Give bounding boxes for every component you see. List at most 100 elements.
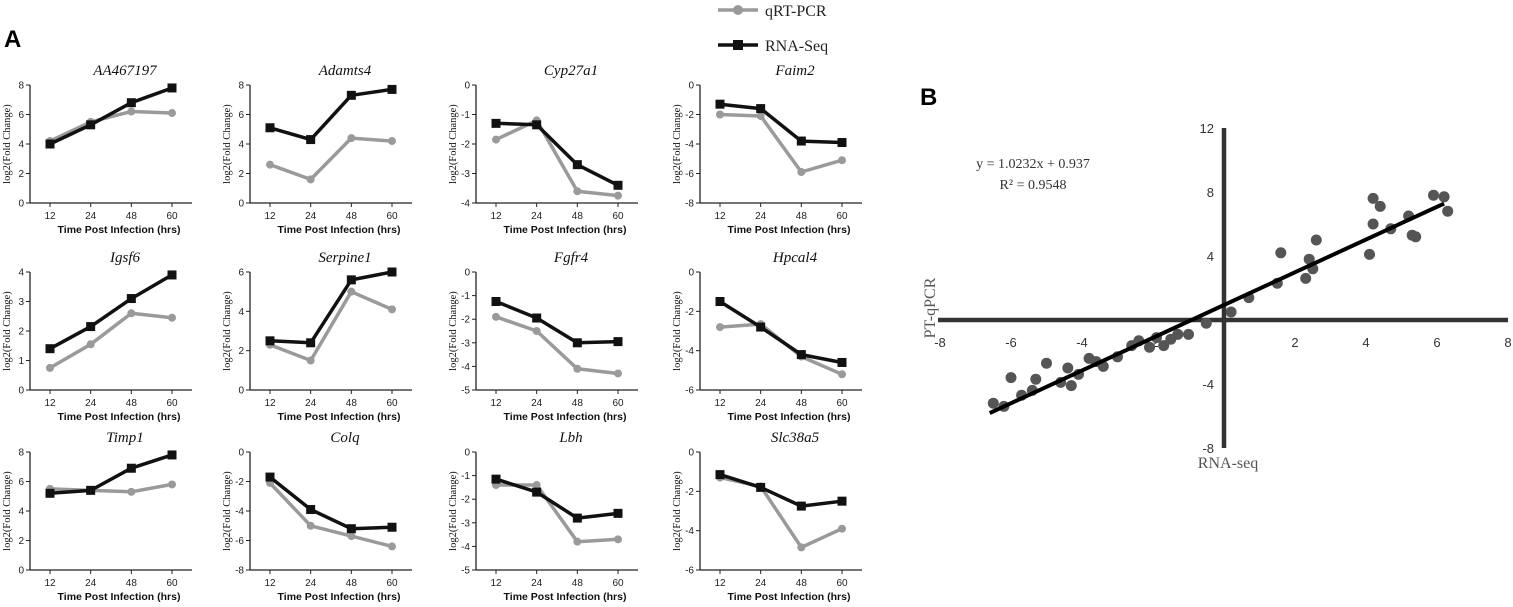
data-point xyxy=(492,135,500,144)
y-tick-label: -4 xyxy=(685,526,694,537)
y-tick-label: 0 xyxy=(18,386,24,397)
data-point xyxy=(837,138,847,148)
data-point xyxy=(306,505,316,515)
x-axis-label: Time Post Infection (hrs) xyxy=(278,411,401,423)
y-tick-label: 1 xyxy=(18,356,24,367)
x-tick-label: 60 xyxy=(386,398,398,409)
data-point xyxy=(613,180,623,190)
series-line xyxy=(268,475,393,531)
y-tick-label: -6 xyxy=(235,536,244,547)
y-tick-label: 0 xyxy=(18,199,24,210)
y-axis-label: log2(Fold Change) xyxy=(672,291,683,371)
data-point xyxy=(613,508,623,518)
data-point xyxy=(532,487,542,497)
series-line xyxy=(495,121,619,187)
x-axis-label: RNA-seq xyxy=(1198,455,1258,472)
y-tick-label: -3 xyxy=(461,338,470,349)
data-point xyxy=(838,370,846,379)
legend-qrtpcr-label: qRT-PCR xyxy=(765,3,827,20)
series-line xyxy=(269,270,393,345)
x-tick-label: 12 xyxy=(490,578,502,589)
data-point xyxy=(796,136,806,146)
chart-title: Adamts4 xyxy=(318,63,372,79)
x-tick-label: -8 xyxy=(934,335,946,350)
x-tick-label: 60 xyxy=(836,211,848,222)
series-qrtpcr xyxy=(266,134,396,184)
scatter-point xyxy=(1172,328,1184,340)
x-tick-label: 12 xyxy=(264,398,276,409)
y-tick-label: -4 xyxy=(461,199,470,210)
regression-line xyxy=(988,201,1445,415)
x-tick-label: 8 xyxy=(1504,335,1511,350)
series-line xyxy=(269,289,393,363)
y-axis-label: PT-qPCR xyxy=(922,277,939,338)
y-axis-label: log2(Fold Change) xyxy=(2,471,13,551)
y-axis-label: log2(Fold Change) xyxy=(222,471,233,551)
y-tick-label: 6 xyxy=(238,110,244,121)
scatter-point xyxy=(1310,234,1322,246)
series-qrtpcr xyxy=(716,473,846,552)
scatter-point xyxy=(1367,218,1379,230)
scatter-point xyxy=(1183,328,1194,340)
data-point xyxy=(126,463,136,473)
data-point xyxy=(168,313,176,322)
series-line xyxy=(495,299,619,345)
y-tick-label: 4 xyxy=(18,268,24,279)
x-tick-label: 48 xyxy=(346,578,358,589)
y-tick-label: -8 xyxy=(235,566,244,577)
y-tick-label: -6 xyxy=(685,386,694,397)
series-rnaseq xyxy=(491,297,623,348)
y-tick-label: 8 xyxy=(18,448,24,459)
y-tick-label: -4 xyxy=(1202,377,1214,392)
series-line xyxy=(495,477,619,520)
series-qrtpcr xyxy=(492,481,622,546)
data-point xyxy=(167,83,177,93)
chart-title: Lbh xyxy=(558,430,582,446)
series-line xyxy=(49,482,173,494)
series-line xyxy=(719,472,843,508)
line-chart-faim2: Faim2 -8 -6 -4 -2 0 12 24 48 60 Time Post Infectio… xyxy=(672,63,862,236)
line-chart-lbh: Lbh -5 -4 -3 -2 -1 0 12 24 48 60 Time Post Infectio… xyxy=(448,430,638,603)
data-point xyxy=(756,111,765,120)
y-axis-label: log2(Fold Change) xyxy=(672,471,683,551)
data-point xyxy=(716,323,724,332)
series-rnaseq xyxy=(45,270,177,354)
y-tick-label: 4 xyxy=(1207,249,1214,264)
data-point xyxy=(532,120,542,130)
data-point xyxy=(346,90,356,100)
data-point xyxy=(715,99,725,109)
x-tick-label: 24 xyxy=(531,578,543,589)
x-axis-label: Time Post Infection (hrs) xyxy=(58,591,181,603)
y-tick-label: -8 xyxy=(1202,441,1214,456)
data-point xyxy=(127,309,136,318)
y-tick-label: 6 xyxy=(18,110,24,121)
data-point xyxy=(614,191,622,200)
x-tick-label: 60 xyxy=(612,211,624,222)
x-tick-label: -2 xyxy=(1147,335,1159,350)
y-tick-label: 2 xyxy=(238,346,244,357)
x-tick-label: 24 xyxy=(85,211,97,222)
series-line xyxy=(49,109,173,143)
scatter-point xyxy=(1303,253,1315,265)
data-point xyxy=(572,160,582,170)
x-tick-label: 60 xyxy=(612,398,624,409)
data-point xyxy=(387,84,397,94)
x-tick-label: 48 xyxy=(572,211,584,222)
scatter-points xyxy=(987,189,1454,412)
x-axis-label: Time Post Infection (hrs) xyxy=(504,411,627,423)
series-rnaseq xyxy=(715,470,847,511)
data-point xyxy=(572,338,582,348)
scatter-point xyxy=(1041,357,1052,369)
x-tick-label: 24 xyxy=(305,398,317,409)
data-point xyxy=(614,369,622,378)
x-tick-label: 60 xyxy=(386,211,398,222)
y-tick-label: -6 xyxy=(685,566,694,577)
data-point xyxy=(491,297,501,306)
scatter-point xyxy=(1158,340,1170,352)
data-point xyxy=(347,134,356,143)
x-tick-label: 24 xyxy=(305,211,317,222)
data-point xyxy=(127,107,136,116)
